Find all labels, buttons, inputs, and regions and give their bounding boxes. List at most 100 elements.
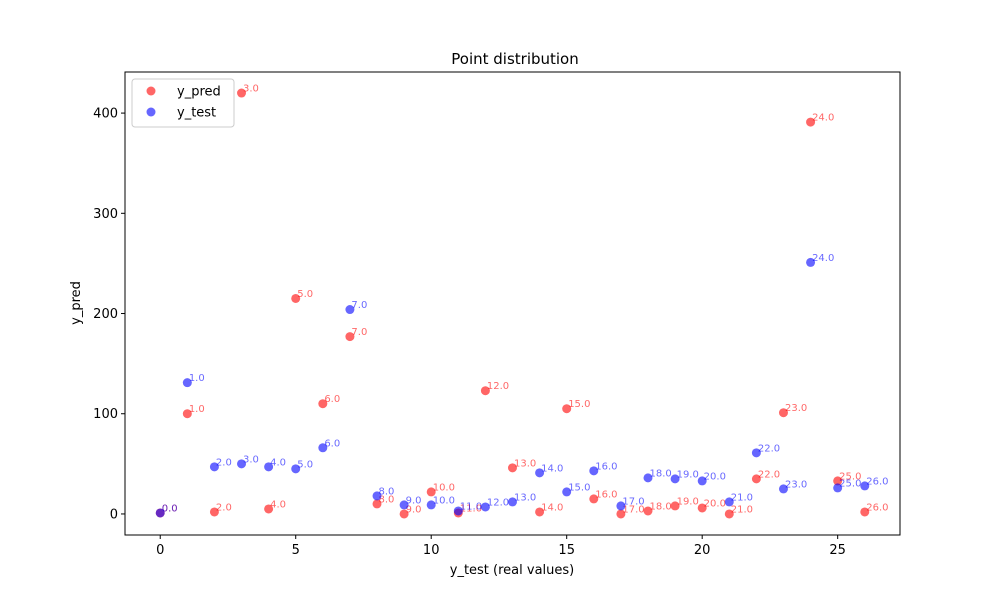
- point-label-y_pred: 3.0: [243, 84, 259, 95]
- point-y_pred: [480, 386, 490, 396]
- point-label-y_test: 22.0: [758, 443, 780, 454]
- point-y_test: [724, 497, 734, 507]
- point-label-y_pred: 7.0: [351, 327, 367, 338]
- point-label-y_test: 26.0: [866, 476, 888, 487]
- point-y_test: [589, 466, 599, 476]
- y-tick-label: 400: [93, 107, 118, 122]
- point-y_test: [264, 462, 274, 472]
- point-label-y_test: 25.0: [839, 478, 861, 489]
- point-y_pred: [535, 507, 545, 517]
- point-label-y_pred: 18.0: [649, 501, 671, 512]
- plot-area: 0.0 1.0 2.0 3.0 4.0 5.0 6.0 7.0 8.0 9.0 10.0 11.0 12…: [155, 84, 889, 519]
- point-y_test: [562, 487, 572, 497]
- point-label-y_pred: 13.0: [514, 458, 536, 469]
- point-y_test: [616, 501, 626, 511]
- point-label-y_test: 17.0: [622, 496, 644, 507]
- point-y_test: [480, 502, 490, 512]
- legend-marker-y_test: [146, 107, 156, 117]
- point-label-y_pred: 24.0: [812, 113, 834, 124]
- legend-label-y_pred: y_pred: [177, 85, 221, 100]
- point-label-y_pred: 17.0: [622, 504, 644, 515]
- point-label-y_test: 1.0: [189, 373, 205, 384]
- point-y_pred: [562, 404, 572, 414]
- point-y_test: [833, 483, 843, 493]
- point-label-y_pred: 16.0: [595, 489, 617, 500]
- point-label-y_pred: 25.0: [839, 471, 861, 482]
- point-y_test: [535, 468, 545, 478]
- point-y_pred: [372, 499, 382, 509]
- legend-label-y_test: y_test: [177, 106, 216, 121]
- x-tick-label: 0: [156, 543, 164, 558]
- point-label-y_pred: 4.0: [270, 499, 286, 510]
- point-y_test: [372, 491, 382, 501]
- x-axis-label: y_test (real values): [450, 563, 574, 578]
- x-tick-label: 10: [423, 543, 440, 558]
- point-y_test: [453, 506, 463, 516]
- point-y_pred: [833, 476, 843, 486]
- point-y_test: [806, 257, 816, 267]
- point-label-y_pred: 2.0: [216, 502, 232, 513]
- point-y_test: [670, 474, 680, 484]
- point-y_pred: [209, 507, 219, 517]
- point-y_pred: [182, 409, 192, 419]
- point-label-y_pred: 0.0: [162, 503, 178, 514]
- point-y_pred: [751, 474, 761, 484]
- point-label-y_test: 4.0: [270, 457, 286, 468]
- legend-marker-y_pred: [146, 86, 156, 96]
- point-label-y_test: 13.0: [514, 492, 536, 503]
- point-y_pred: [426, 487, 436, 497]
- point-y_test: [291, 464, 301, 474]
- point-y_pred: [860, 507, 870, 517]
- point-label-y_pred: 8.0: [379, 494, 395, 505]
- point-label-y_test: 11.0: [460, 501, 482, 512]
- point-label-y_pred: 14.0: [541, 502, 563, 513]
- point-y_test: [778, 484, 788, 494]
- point-label-y_test: 2.0: [216, 457, 232, 468]
- point-y_pred: [237, 88, 247, 98]
- point-y_test: [182, 378, 192, 388]
- y-tick-label: 100: [93, 407, 118, 422]
- chart-title: Point distribution: [451, 50, 579, 68]
- point-label-y_test: 16.0: [595, 461, 617, 472]
- point-label-y_test: 5.0: [297, 459, 313, 470]
- point-label-y_pred: 1.0: [189, 404, 205, 415]
- point-y_test: [697, 476, 707, 486]
- axes: 0 5 10 15 20 25 0 100 200 300 400: [93, 107, 846, 558]
- point-label-y_pred: 23.0: [785, 403, 807, 414]
- point-y_pred: [697, 503, 707, 513]
- point-label-y_test: 24.0: [812, 253, 834, 264]
- point-label-y_pred: 11.0: [460, 503, 482, 514]
- series-y_test: 0.0 1.0 2.0 3.0 4.0 5.0 6.0 7.0 8.0 9.0 10.0 11.0 12…: [155, 253, 889, 518]
- point-label-y_test: 20.0: [704, 471, 726, 482]
- point-label-y_test: 14.0: [541, 463, 563, 474]
- point-y_pred: [264, 504, 274, 514]
- point-label-y_pred: 20.0: [704, 498, 726, 509]
- point-label-y_pred: 10.0: [433, 482, 455, 493]
- y-tick-label: 300: [93, 207, 118, 222]
- point-y_test: [399, 500, 409, 510]
- point-label-y_pred: 12.0: [487, 381, 509, 392]
- plot-frame: [124, 71, 901, 536]
- point-label-y_test: 10.0: [433, 495, 455, 506]
- point-label-y_pred: 6.0: [324, 394, 340, 405]
- y-tick-label: 200: [93, 307, 118, 322]
- point-y_test: [209, 462, 219, 472]
- point-y_pred: [508, 463, 517, 473]
- point-label-y_test: 9.0: [406, 495, 422, 506]
- point-y_pred: [643, 506, 653, 516]
- point-label-y_test: 8.0: [379, 486, 395, 497]
- x-tick-label: 15: [558, 543, 575, 558]
- point-y_test: [508, 497, 517, 507]
- point-y_test: [426, 500, 436, 510]
- point-y_pred: [345, 332, 355, 342]
- point-label-y_pred: 15.0: [568, 399, 590, 410]
- point-y_pred: [616, 509, 626, 519]
- x-tick-label: 5: [292, 543, 300, 558]
- point-label-y_test: 12.0: [487, 497, 509, 508]
- point-label-y_test: 0.0: [162, 503, 178, 514]
- point-label-y_test: 21.0: [731, 492, 753, 503]
- point-label-y_test: 3.0: [243, 454, 259, 465]
- point-y_pred: [399, 509, 409, 519]
- point-y_test: [155, 508, 165, 518]
